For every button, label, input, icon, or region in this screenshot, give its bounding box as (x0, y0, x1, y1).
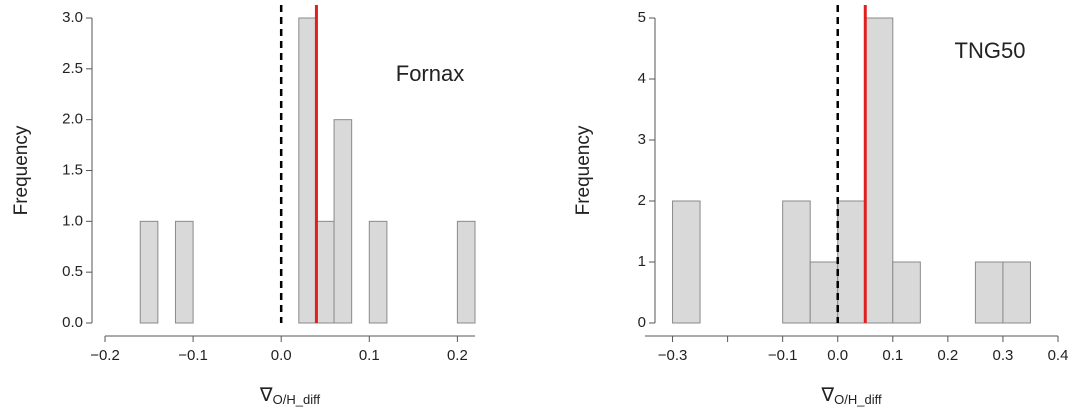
x-axis-subscript: O/H_diff (834, 392, 882, 407)
x-tick-label: 0.2 (937, 347, 958, 364)
bar (368, 220, 388, 324)
x-axis-subscript: O/H_diff (273, 392, 321, 407)
bar (809, 261, 839, 324)
x-axis-symbol: ∇ (259, 385, 273, 406)
bar (174, 220, 194, 324)
y-axis-title: Frequency (573, 125, 594, 215)
y-tick-label: 2.0 (62, 111, 83, 128)
y-axis-title: Frequency (11, 125, 32, 215)
x-tick-label: 0.4 (1048, 347, 1069, 364)
y-tick-label: 0 (638, 314, 646, 331)
x-tick-label: −0.1 (178, 347, 208, 364)
y-tick-label: 3.0 (62, 9, 83, 26)
x-tick-label: −0.1 (768, 347, 798, 364)
x-tick-label: 0.3 (993, 347, 1014, 364)
annotation: Fornax (396, 61, 464, 86)
x-tick-label: 0.1 (882, 347, 903, 364)
y-tick-label: 4 (638, 70, 646, 87)
y-tick-label: 1 (638, 253, 646, 270)
bar (456, 220, 476, 324)
bar (298, 17, 317, 324)
bar (672, 200, 701, 324)
x-tick-label: −0.2 (90, 347, 120, 364)
bar (974, 261, 1004, 324)
y-tick-label: 2 (638, 192, 646, 209)
x-axis-symbol: ∇ (820, 385, 834, 406)
x-tick-label: −0.3 (658, 347, 688, 364)
y-tick-label: 1.5 (62, 161, 83, 178)
y-tick-label: 0.5 (62, 263, 83, 280)
bar (1002, 261, 1031, 324)
x-tick-label: 0.0 (827, 347, 848, 364)
x-axis-title: ∇O/H_diff (259, 385, 321, 407)
bar (864, 17, 894, 324)
y-tick-label: 0.0 (62, 314, 83, 331)
y-tick-label: 3 (638, 131, 646, 148)
y-tick-label: 2.5 (62, 60, 83, 77)
x-tick-label: 0.1 (359, 347, 380, 364)
y-tick-label: 1.0 (62, 212, 83, 229)
x-tick-label: 0.0 (271, 347, 292, 364)
bar (139, 220, 159, 324)
x-axis-title: ∇O/H_diff (820, 385, 882, 407)
x-tick-label: 0.2 (447, 347, 468, 364)
bar (782, 200, 811, 324)
bar (315, 220, 335, 324)
y-tick-label: 5 (638, 9, 646, 26)
bar (892, 261, 921, 324)
bar (837, 200, 866, 324)
annotation: TNG50 (955, 38, 1026, 63)
bar (333, 119, 353, 324)
